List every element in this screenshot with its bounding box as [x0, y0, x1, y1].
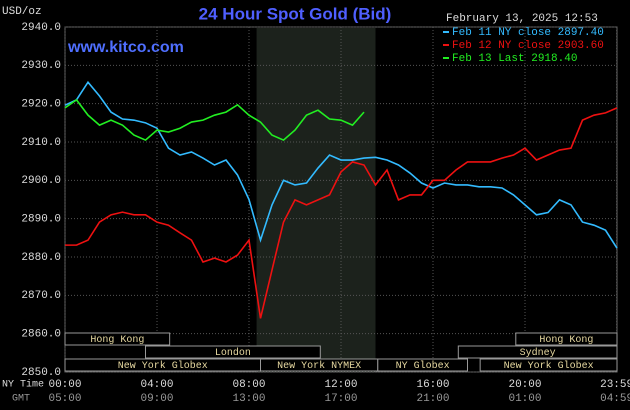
session-box — [515, 332, 618, 346]
y-tick-label: 2850.0 — [21, 367, 61, 379]
session-label: NY Globex — [396, 360, 450, 372]
y-tick-label: 2910.0 — [21, 137, 61, 149]
x2-tick-label: 17:00 — [324, 393, 357, 405]
y-tick-label: 2890.0 — [21, 214, 61, 226]
watermark: www.kitco.com — [67, 39, 184, 56]
x2-tick-label: 05:00 — [48, 393, 81, 405]
x2-tick-label: 09:00 — [140, 393, 173, 405]
x-tick-label: 16:00 — [416, 379, 449, 391]
x-tick-label: 20:00 — [508, 379, 541, 391]
series-line — [65, 107, 618, 319]
legend-label: Feb 12 NY close 2903.60 — [452, 40, 604, 52]
legend-label: Feb 13 Last 2918.40 — [452, 53, 577, 65]
y-tick-label: 2860.0 — [21, 329, 61, 341]
session-box — [457, 345, 618, 359]
y-tick-label: 2940.0 — [21, 22, 61, 34]
x2-tick-label: 21:00 — [416, 393, 449, 405]
x-tick-label: 23:59 — [600, 379, 630, 391]
session-label: New York Globex — [504, 360, 594, 372]
chart-title: 24 Hour Spot Gold (Bid) — [199, 4, 392, 23]
y-tick-label: 2900.0 — [21, 175, 61, 187]
session-box — [479, 358, 618, 372]
x2-tick-label: 04:59 — [600, 393, 630, 405]
session-label: Sydney — [520, 347, 556, 359]
session-label: Hong Kong — [539, 335, 593, 346]
y-tick-label: 2880.0 — [21, 252, 61, 264]
session-label: New York NYMEX — [277, 360, 361, 372]
session-label: London — [215, 347, 251, 359]
series-line — [64, 80, 618, 249]
legend-label: Feb 11 NY close 2897.40 — [452, 27, 604, 39]
timestamp: February 13, 2025 12:53 — [446, 13, 598, 25]
session-label: Hong Kong — [90, 335, 144, 346]
y-tick-label: 2870.0 — [21, 290, 61, 302]
x2-tick-label: 13:00 — [232, 393, 265, 405]
session-box — [64, 332, 171, 346]
x-tick-label: 04:00 — [140, 379, 173, 391]
y-tick-label: 2930.0 — [21, 60, 61, 72]
y-tick-label: 2920.0 — [21, 99, 61, 111]
session-label: New York Globex — [118, 360, 208, 372]
series-line — [64, 98, 365, 142]
x-tick-label: 08:00 — [232, 379, 265, 391]
x-tick-label: 12:00 — [324, 379, 357, 391]
y-axis-label: USD/oz — [2, 6, 42, 18]
x-axis-label: NY Time — [2, 379, 44, 391]
x-tick-label: 00:00 — [48, 379, 81, 391]
x2-tick-label: 01:00 — [508, 393, 541, 405]
x2-axis-label: GMT — [12, 394, 30, 405]
session-box — [377, 358, 468, 372]
session-box — [145, 345, 321, 359]
